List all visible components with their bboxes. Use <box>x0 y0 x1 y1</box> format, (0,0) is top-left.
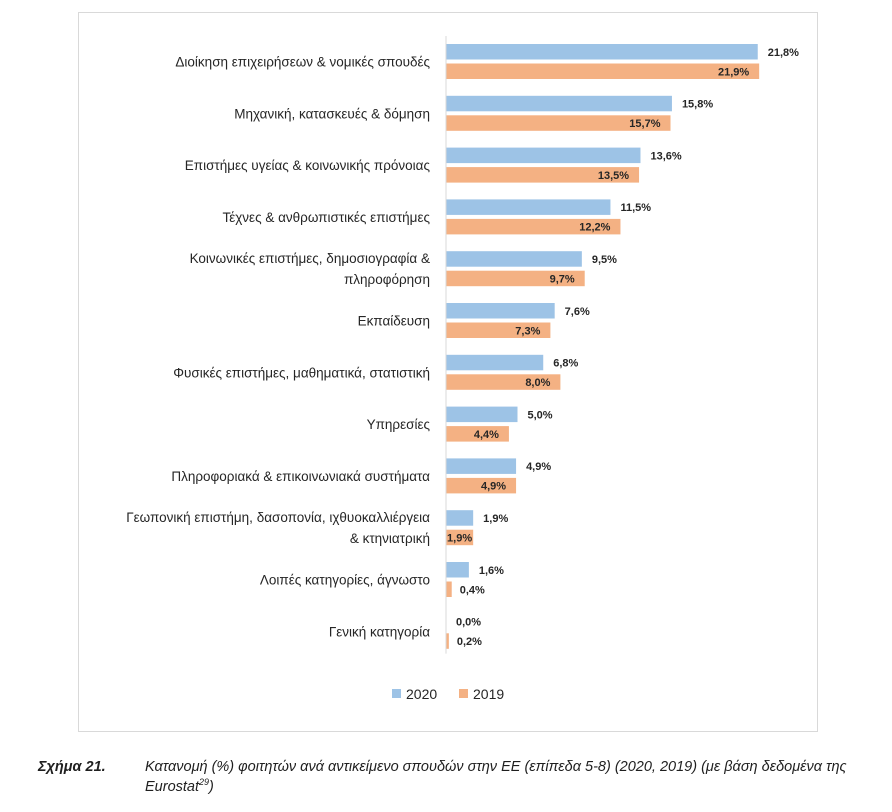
data-label-2019-9: 1,9% <box>447 532 472 544</box>
bar-2019-10 <box>446 581 452 597</box>
category-label-9: Γεωπονική επιστήμη, δασοπονία, ιχθυοκαλλ… <box>126 510 430 546</box>
bar-2020-8 <box>446 458 517 474</box>
category-label-6: Φυσικές επιστήμες, μαθηματικά, στατιστικ… <box>173 365 430 380</box>
data-label-2019-0: 21,9% <box>718 66 749 78</box>
data-label-2020-9: 1,9% <box>483 513 508 525</box>
category-label-2: Επιστήμες υγείας & κοινωνικής πρόνοιας <box>185 158 431 173</box>
category-label-4: Κοινωνικές επιστήμες, δημοσιογραφία & πλη… <box>190 251 430 287</box>
data-label-2019-7: 4,4% <box>474 429 499 441</box>
data-label-2019-11: 0,2% <box>457 636 482 648</box>
category-label-11: Γενική κατηγορία <box>329 624 430 639</box>
bar-2019-2 <box>446 167 640 183</box>
bar-2020-1 <box>446 95 672 112</box>
data-label-2020-1: 15,8% <box>682 99 713 111</box>
category-label-8: Πληροφοριακά & επικοινωνιακά συστήματα <box>171 469 430 484</box>
bar-2020-4 <box>446 251 582 267</box>
data-label-2019-3: 12,2% <box>579 222 610 234</box>
bar-2020-9 <box>446 510 474 526</box>
category-label-3: Τέχνες & ανθρωπιστικές επιστήμες <box>222 210 430 225</box>
data-label-2019-8: 4,9% <box>481 481 506 493</box>
bar-2020-5 <box>446 303 555 319</box>
bar-2019-5 <box>446 322 551 338</box>
data-label-2020-7: 5,0% <box>528 409 553 421</box>
bar-2019-8 <box>446 477 517 494</box>
data-label-2019-2: 13,5% <box>598 170 629 182</box>
bar-2020-6 <box>446 354 544 371</box>
chart-frame: 21,8% 21,9% Διοίκηση επιχειρήσεων & νομικέ… <box>78 12 818 732</box>
caption-closing: ) <box>209 779 214 795</box>
category-label-10: Λοιπές κατηγορίες, άγνωστο <box>260 573 430 588</box>
bar-2019-0 <box>446 63 760 79</box>
bar-chart: 21,8% 21,9% Διοίκηση επιχειρήσεων & νομικέ… <box>126 36 799 702</box>
caption-body: Κατανομή (%) φοιτητών ανά αντικείμενο σπ… <box>145 759 847 795</box>
legend-swatch-2020 <box>392 689 401 698</box>
legend-label-2020: 2020 <box>406 686 437 702</box>
data-label-2019-6: 8,0% <box>525 377 550 389</box>
bar-2020-10 <box>446 562 469 578</box>
bar-2019-9 <box>446 529 474 546</box>
category-label-1: Μηχανική, κατασκευές & δόμηση <box>234 106 430 121</box>
bar-2019-7 <box>446 426 509 442</box>
data-label-2020-0: 21,8% <box>768 47 799 59</box>
data-label-2020-2: 13,6% <box>650 150 681 162</box>
data-label-2019-1: 15,7% <box>629 118 660 130</box>
bar-2020-7 <box>446 406 518 423</box>
caption-footnote: 29 <box>199 777 210 788</box>
data-label-2020-5: 7,6% <box>565 306 590 318</box>
data-label-2020-6: 6,8% <box>553 358 578 370</box>
legend-label-2019: 2019 <box>473 686 504 702</box>
data-label-2019-5: 7,3% <box>515 325 540 337</box>
category-label-0: Διοίκηση επιχειρήσεων & νομικές σπουδές <box>175 55 430 70</box>
legend-swatch-2019 <box>459 689 468 698</box>
data-label-2019-4: 9,7% <box>550 273 575 285</box>
category-label-7: Υπηρεσίες <box>367 417 431 432</box>
bar-2020-3 <box>446 199 611 215</box>
data-label-2020-11: 0,0% <box>456 617 481 629</box>
bar-2019-3 <box>446 218 621 235</box>
bar-2019-4 <box>446 270 585 287</box>
data-label-2020-8: 4,9% <box>526 461 551 473</box>
data-label-2020-10: 1,6% <box>479 565 504 577</box>
category-label-5: Εκπαίδευση <box>358 314 430 329</box>
caption-number: Σχήμα 21. <box>38 759 106 775</box>
caption-text: Κατανομή (%) φοιτητών ανά αντικείμενο σπ… <box>145 757 865 797</box>
bar-2019-6 <box>446 374 561 390</box>
data-label-2020-3: 11,5% <box>620 202 651 214</box>
bar-2019-1 <box>446 115 671 131</box>
data-label-2019-10: 0,4% <box>460 584 485 596</box>
bar-2020-2 <box>446 147 641 164</box>
bar-2020-0 <box>446 44 758 60</box>
data-label-2020-4: 9,5% <box>592 254 617 266</box>
bar-2019-11 <box>446 633 449 649</box>
